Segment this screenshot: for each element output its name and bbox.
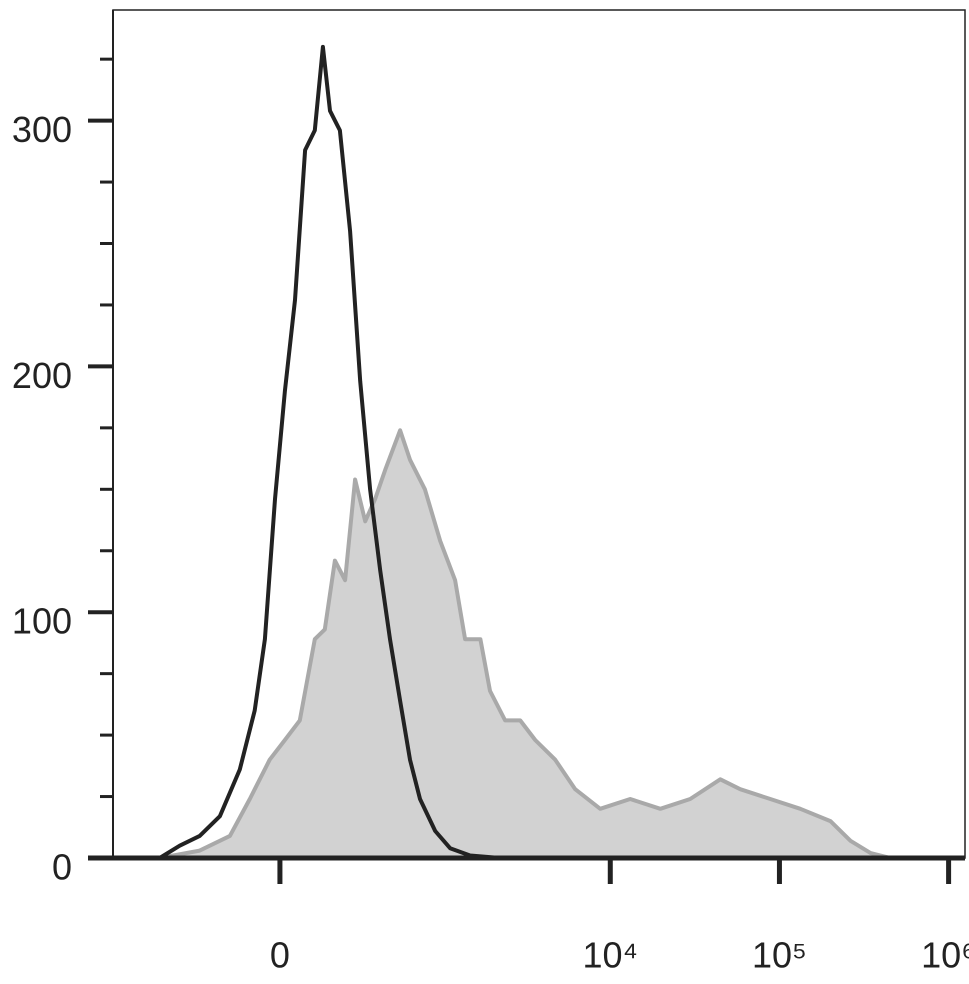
y-tick-label: 300 [12,109,72,150]
x-tick-label: 10⁵ [752,935,807,976]
plot-frame [112,9,966,859]
histogram-line [158,44,501,860]
x-tick-label: 10⁴ [583,935,639,976]
y-tick-label: 200 [12,355,72,396]
y-tick-label: 0 [52,847,72,888]
x-tick-label: 10⁶ [921,935,969,976]
y-tick-label: 100 [12,601,72,642]
x-tick-label: 0 [270,935,290,976]
histogram-area [157,428,893,860]
